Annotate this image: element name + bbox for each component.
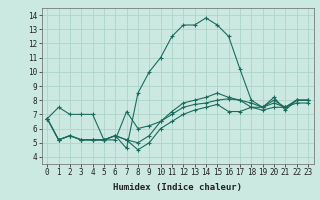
X-axis label: Humidex (Indice chaleur): Humidex (Indice chaleur) <box>113 183 242 192</box>
